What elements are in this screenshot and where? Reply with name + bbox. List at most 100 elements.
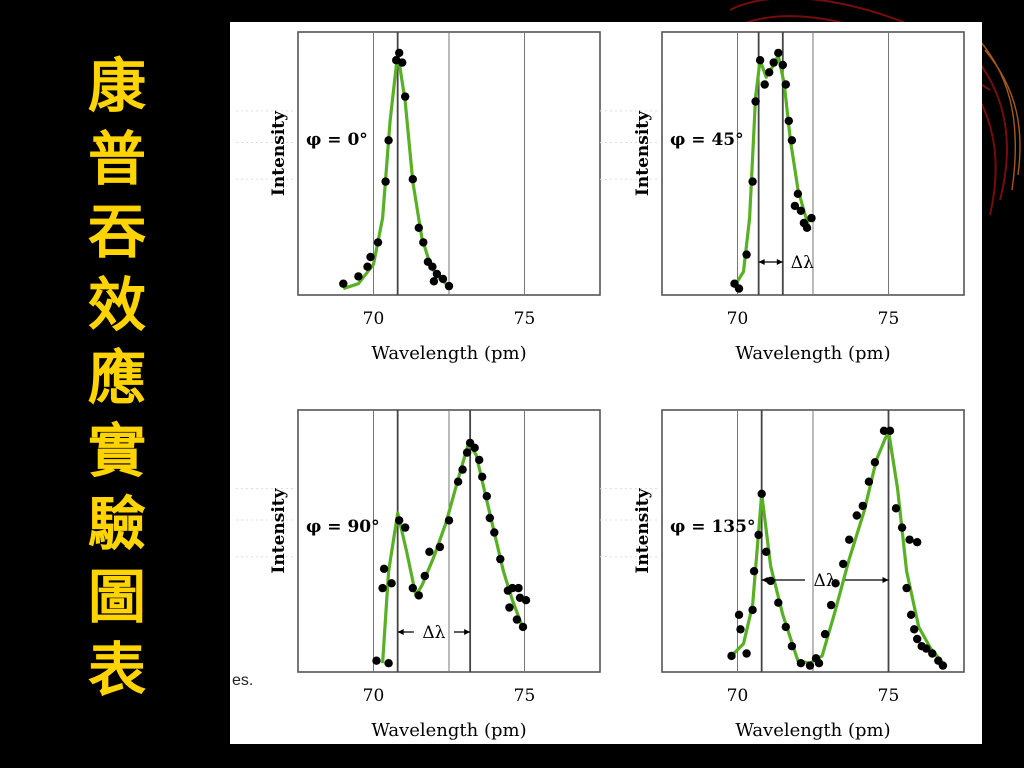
data-point <box>432 269 442 279</box>
data-point <box>736 625 745 634</box>
x-axis-label: Wavelength (pm) <box>371 720 526 741</box>
data-point <box>727 651 736 661</box>
x-tick-label: 70 <box>363 309 385 329</box>
data-point <box>458 465 467 474</box>
data-point <box>784 116 793 126</box>
title-char: 吞 <box>87 198 146 266</box>
slide-title: 康普吞效應實驗圖表 <box>82 50 152 707</box>
data-point <box>864 477 874 486</box>
data-point <box>879 426 889 435</box>
title-char: 驗 <box>87 490 146 558</box>
data-point <box>408 175 417 184</box>
data-point <box>384 136 393 145</box>
data-point <box>913 538 922 547</box>
x-tick-label: 70 <box>727 309 749 329</box>
data-point <box>938 661 948 670</box>
x-tick-label: 75 <box>514 309 536 329</box>
data-point <box>852 511 861 520</box>
data-point <box>793 189 803 198</box>
data-point <box>490 528 499 537</box>
x-tick-label: 75 <box>514 686 536 706</box>
chart-panel-1: 70 75 Wavelength (pm) Intensity φ = 0° <box>236 31 601 364</box>
data-point <box>774 598 783 607</box>
data-point <box>906 610 916 619</box>
data-point <box>755 56 765 65</box>
angle-annotation: φ = 135° <box>670 517 755 537</box>
figure-panel: 70 75 Wavelength (pm) Intensity φ = 0° 70 75 Wa… <box>230 22 982 744</box>
data-point <box>760 80 769 89</box>
data-point <box>444 281 454 291</box>
data-point <box>420 571 429 581</box>
data-point <box>354 272 363 281</box>
data-point <box>398 58 407 67</box>
data-point <box>766 576 775 586</box>
data-point <box>885 426 895 435</box>
data-point <box>470 443 479 452</box>
y-axis-label: Intensity <box>269 110 289 196</box>
data-point <box>478 472 487 481</box>
data-point <box>762 547 771 556</box>
y-axis-label: Intensity <box>269 487 289 573</box>
data-point <box>475 455 484 465</box>
data-point <box>419 238 428 247</box>
data-point <box>831 579 840 588</box>
data-point <box>366 252 375 262</box>
fit-curve <box>381 441 523 664</box>
angle-annotation: φ = 0° <box>306 130 368 150</box>
compton-plots: 70 75 Wavelength (pm) Intensity φ = 0° 70 75 Wa… <box>236 31 965 741</box>
data-point <box>521 596 531 605</box>
data-point <box>826 600 836 610</box>
title-char: 普 <box>87 125 146 193</box>
x-axis-label: Wavelength (pm) <box>371 343 526 364</box>
arrow-head <box>464 629 471 635</box>
data-point <box>435 542 445 552</box>
x-axis-label: Wavelength (pm) <box>735 720 890 741</box>
data-point <box>363 262 372 271</box>
data-point <box>913 634 922 644</box>
arrow-head <box>776 259 783 265</box>
data-point <box>734 284 744 293</box>
title-char: 表 <box>87 636 146 704</box>
arrow-head <box>758 259 765 265</box>
chart-panel-4: 70 75 Wavelength (pm) Intensity φ = 135° Δλ <box>600 409 965 741</box>
data-point <box>379 564 389 573</box>
delta-lambda-label: Δλ <box>814 571 837 591</box>
x-tick-label: 70 <box>727 686 749 706</box>
delta-lambda-label: Δλ <box>422 623 445 643</box>
data-point <box>453 477 463 486</box>
title-char: 實 <box>87 417 146 485</box>
title-char: 效 <box>87 271 146 339</box>
data-point <box>742 250 751 259</box>
data-point <box>839 559 848 569</box>
data-point <box>505 603 514 612</box>
data-point <box>870 458 880 467</box>
data-point <box>414 223 423 232</box>
data-point <box>910 625 919 634</box>
data-point <box>902 583 911 593</box>
data-point <box>387 579 396 588</box>
data-point <box>482 492 491 501</box>
chart-panel-2: 70 75 Wavelength (pm) Intensity φ = 45° Δλ <box>600 31 965 364</box>
data-point <box>508 583 517 593</box>
data-point <box>787 642 797 651</box>
data-point <box>462 448 472 457</box>
data-point <box>765 68 774 77</box>
y-axis-label: Intensity <box>633 110 653 196</box>
data-point <box>807 213 816 223</box>
angle-annotation: φ = 90° <box>306 517 380 537</box>
data-point <box>778 60 787 70</box>
data-point <box>378 583 387 593</box>
title-char: 應 <box>87 344 146 412</box>
data-point <box>749 567 759 576</box>
title-char: 圖 <box>87 563 146 631</box>
data-point <box>742 649 751 658</box>
data-point <box>395 516 404 525</box>
data-point <box>518 622 528 632</box>
data-point <box>414 591 423 600</box>
data-point <box>748 177 757 186</box>
data-point <box>781 622 790 632</box>
data-point <box>757 489 766 498</box>
data-point <box>381 177 390 186</box>
data-point <box>769 58 778 67</box>
data-point <box>802 223 812 232</box>
